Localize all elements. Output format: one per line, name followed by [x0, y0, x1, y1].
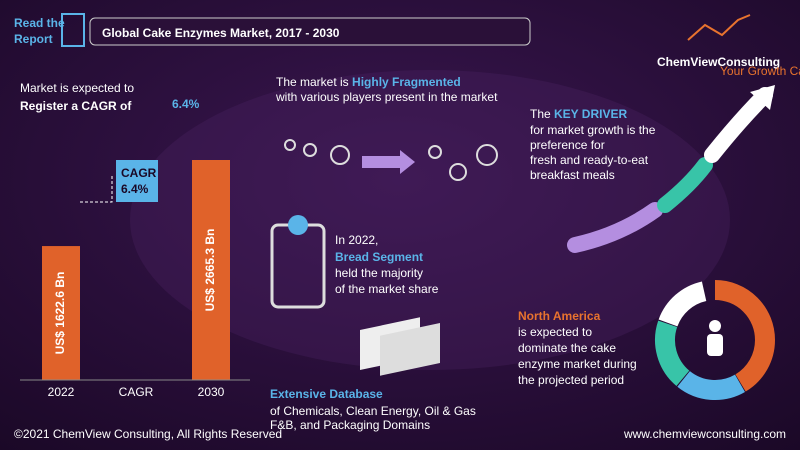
- x-label: 2022: [48, 385, 75, 399]
- text-line: dominate the cake: [518, 341, 616, 355]
- read-report[interactable]: Read the: [14, 16, 65, 30]
- world-map: [130, 70, 730, 370]
- cagr-callout: [116, 160, 158, 202]
- fragmented: The market is Highly Fragmented: [276, 75, 461, 89]
- database-icon: [360, 317, 440, 376]
- logo-mark: [687, 14, 751, 41]
- read-report[interactable]: Report: [14, 32, 53, 46]
- cagr-intro: Market is expected to: [20, 81, 134, 95]
- copyright: ©2021 ChemView Consulting, All Rights Re…: [14, 427, 282, 441]
- segment-lines: held the majority of the market share: [335, 266, 439, 296]
- segment-highlight: Bread Segment: [335, 250, 423, 264]
- pin-icons: [284, 139, 498, 181]
- market-chart: 2022 US$ 1622.6 Bn CAGR 2030 US$ 2665.3 Bn: [42, 160, 230, 399]
- driver-lead: The: [530, 107, 554, 121]
- website[interactable]: www.chemviewconsulting.com: [623, 427, 786, 441]
- text-line: fresh and ready-to-eat: [530, 153, 649, 167]
- driver: The KEY DRIVER: [530, 107, 627, 121]
- text-line: for market growth is the: [530, 123, 656, 137]
- cagr-value: 6.4%: [172, 97, 200, 111]
- x-label: CAGR: [119, 385, 154, 399]
- title: Global Cake Enzymes Market, 2017 - 2030: [102, 26, 340, 40]
- text-line: enzyme market during: [518, 357, 637, 371]
- person-icon: [707, 334, 723, 356]
- database-title: Extensive Database: [270, 387, 383, 401]
- person-icon: [709, 320, 721, 332]
- text-line: the projected period: [518, 373, 624, 387]
- database-lines: of Chemicals, Clean Energy, Oil & GasF&B…: [270, 404, 476, 432]
- text-line: breakfast meals: [530, 168, 615, 182]
- fragmented-rest: with various players present in the mark…: [275, 90, 498, 104]
- segment-lead: In 2022,: [335, 233, 378, 247]
- text-line: F&B, and Packaging Domains: [270, 418, 430, 432]
- bar: [192, 160, 230, 380]
- x-label: 2030: [198, 385, 225, 399]
- cagr-connector: [80, 175, 113, 203]
- value-label: US$ 1622.6 Bn: [53, 272, 67, 355]
- bar: [42, 246, 80, 380]
- cagr-intro: Register a CAGR of: [20, 99, 132, 113]
- text-line: held the majority: [335, 266, 423, 280]
- region-lines: is expected to dominate the cake enzyme ma…: [518, 325, 637, 387]
- fragmented-highlight: Highly Fragmented: [352, 75, 461, 89]
- target-icon: [288, 215, 308, 235]
- callout-label: CAGR: [121, 166, 157, 180]
- report-icon: [61, 13, 85, 47]
- fragmented-lead: The market is: [276, 75, 352, 89]
- text-line: is expected to: [518, 325, 592, 339]
- callout-value: 6.4%: [121, 182, 149, 196]
- region-highlight: North America: [518, 309, 601, 323]
- brand: ChemViewConsulting: [657, 55, 780, 69]
- driver-highlight: KEY DRIVER: [554, 107, 627, 121]
- title-box: [89, 17, 531, 46]
- tagline: Your Growth Catalyst: [720, 64, 800, 78]
- arrow-head: [750, 85, 775, 110]
- text-line: of the market share: [335, 282, 439, 296]
- text-line: preference for: [530, 138, 605, 152]
- arrow: [362, 150, 415, 174]
- text-line: of Chemicals, Clean Energy, Oil & Gas: [270, 404, 476, 418]
- value-label: US$ 2665.3 Bn: [203, 229, 217, 312]
